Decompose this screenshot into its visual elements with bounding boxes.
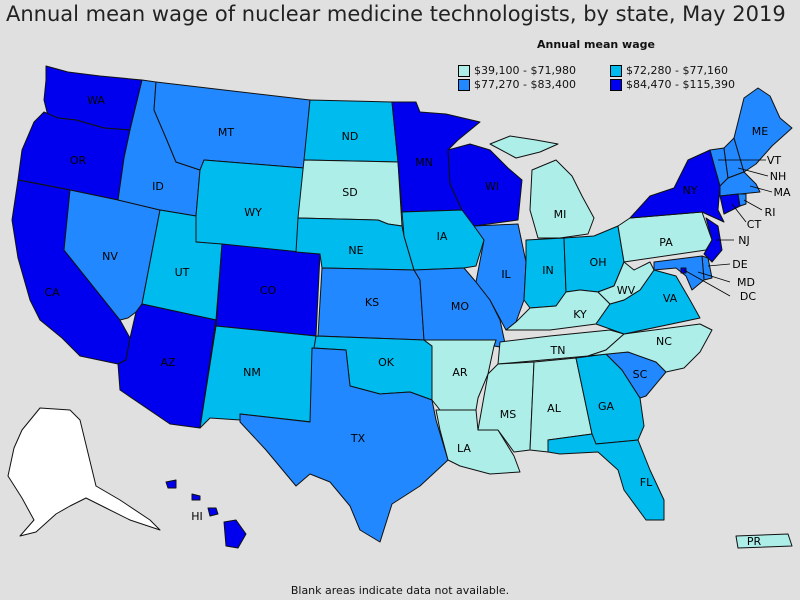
state-pr[interactable] xyxy=(735,533,793,549)
label-ma: MA xyxy=(773,186,790,199)
label-ia: IA xyxy=(437,230,448,243)
label-mt: MT xyxy=(218,126,234,139)
label-ky: KY xyxy=(573,308,587,321)
label-ok: OK xyxy=(378,356,395,369)
label-me: ME xyxy=(752,125,768,138)
map-title: Annual mean wage of nuclear medicine tec… xyxy=(6,2,786,26)
state-ri[interactable] xyxy=(737,193,747,207)
label-de: DE xyxy=(732,258,747,271)
label-ar: AR xyxy=(452,366,468,379)
label-vt: VT xyxy=(767,154,782,167)
state-ky[interactable] xyxy=(505,289,611,331)
state-mn[interactable] xyxy=(391,101,481,213)
label-ny: NY xyxy=(683,184,698,197)
legend-item-tier-0: $39,100 - $71,980 xyxy=(458,64,576,77)
label-sc: SC xyxy=(633,368,648,381)
legend-swatch-tier-3 xyxy=(610,78,622,91)
label-nj: NJ xyxy=(738,234,749,247)
leader-de xyxy=(707,263,731,267)
legend-item-tier-3: $84,470 - $115,390 xyxy=(610,78,735,91)
state-hi[interactable] xyxy=(165,479,247,549)
state-mi[interactable] xyxy=(489,135,595,239)
state-nc[interactable] xyxy=(587,323,713,373)
label-hi: HI xyxy=(191,510,203,523)
label-mi: MI xyxy=(554,208,567,221)
legend-item-tier-2: $77,270 - $83,400 xyxy=(458,78,576,91)
state-tx[interactable] xyxy=(239,347,449,543)
state-ak xyxy=(7,407,161,537)
label-fl: FL xyxy=(640,476,653,489)
label-al: AL xyxy=(547,402,562,415)
legend-swatch-tier-1 xyxy=(610,64,622,77)
legend-swatch-tier-0 xyxy=(458,64,470,77)
legend-swatch-tier-2 xyxy=(458,78,470,91)
label-pr: PR xyxy=(747,535,762,548)
legend-label-tier-3: $84,470 - $115,390 xyxy=(626,78,735,91)
label-sd: SD xyxy=(342,186,357,199)
footnote: Blank areas indicate data not available. xyxy=(290,584,510,597)
label-nc: NC xyxy=(656,335,672,348)
leader-ma xyxy=(749,185,773,193)
leader-md xyxy=(697,271,731,283)
label-or: OR xyxy=(70,154,87,167)
state-md[interactable] xyxy=(653,255,705,291)
label-wv: WV xyxy=(617,284,636,297)
leader-nh xyxy=(737,167,769,177)
label-wy: WY xyxy=(244,206,262,219)
label-ms: MS xyxy=(500,408,516,421)
legend-label-tier-2: $77,270 - $83,400 xyxy=(474,78,576,91)
label-mn: MN xyxy=(415,156,433,169)
label-ga: GA xyxy=(598,400,615,413)
label-dc: DC xyxy=(740,290,756,303)
label-nd: ND xyxy=(342,130,359,143)
label-nh: NH xyxy=(770,170,787,183)
label-md: MD xyxy=(737,276,755,289)
state-ar[interactable] xyxy=(423,339,497,411)
state-wv[interactable] xyxy=(597,261,655,305)
label-az: AZ xyxy=(160,356,176,369)
state-wi[interactable] xyxy=(447,143,523,227)
label-ct: CT xyxy=(747,218,762,231)
label-in: IN xyxy=(542,264,553,277)
label-wi: WI xyxy=(485,180,499,193)
state-dc[interactable] xyxy=(680,267,687,274)
label-ks: KS xyxy=(365,296,379,309)
label-wa: WA xyxy=(87,94,105,107)
label-ri: RI xyxy=(765,206,776,219)
leader-ri xyxy=(743,199,763,211)
label-co: CO xyxy=(260,284,277,297)
legend-item-tier-1: $72,280 - $77,160 xyxy=(610,64,728,77)
label-tx: TX xyxy=(350,432,366,445)
label-va: VA xyxy=(663,292,678,305)
leader-ct xyxy=(731,203,747,223)
legend-title: Annual mean wage xyxy=(537,38,655,51)
label-id: ID xyxy=(152,180,164,193)
label-nm: NM xyxy=(243,366,261,379)
label-il: IL xyxy=(501,268,511,281)
state-la[interactable] xyxy=(435,409,521,475)
label-ca: CA xyxy=(44,286,60,299)
label-tn: TN xyxy=(550,344,566,357)
label-ut: UT xyxy=(175,266,190,279)
label-mo: MO xyxy=(451,300,469,313)
label-la: LA xyxy=(457,442,471,455)
leader-dc xyxy=(683,269,731,297)
state-ny[interactable] xyxy=(629,149,725,223)
state-me[interactable] xyxy=(733,87,793,173)
label-pa: PA xyxy=(659,236,673,249)
legend-label-tier-1: $72,280 - $77,160 xyxy=(626,64,728,77)
state-nj[interactable] xyxy=(703,217,723,263)
label-ne: NE xyxy=(348,244,363,257)
legend-label-tier-0: $39,100 - $71,980 xyxy=(474,64,576,77)
state-fl[interactable] xyxy=(547,433,665,521)
label-nv: NV xyxy=(102,250,118,263)
label-oh: OH xyxy=(590,256,607,269)
